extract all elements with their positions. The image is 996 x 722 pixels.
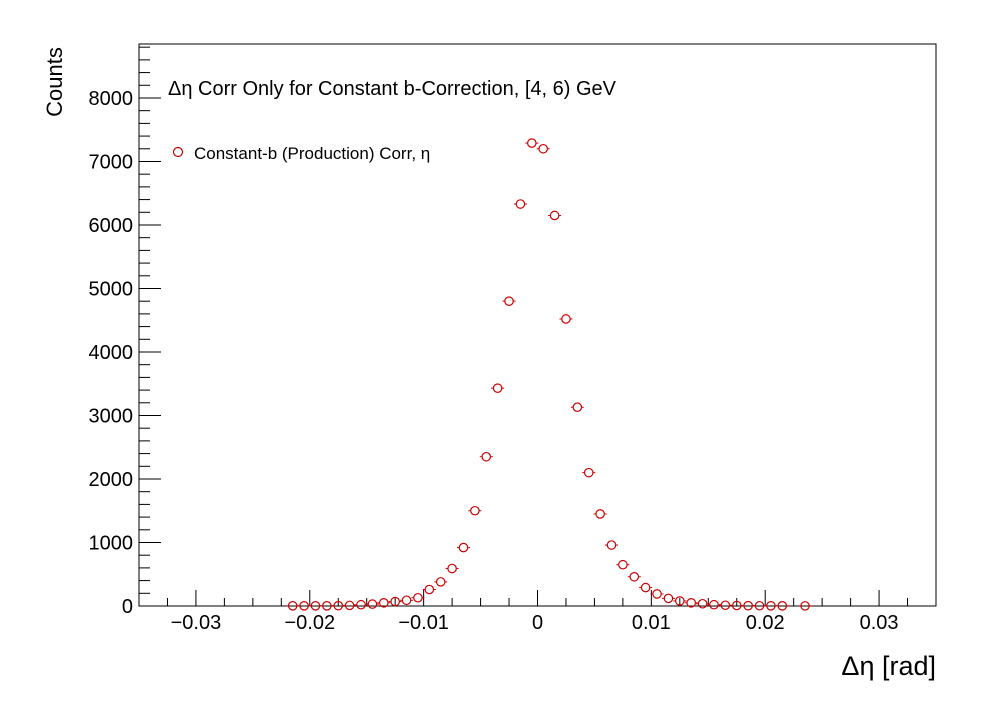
y-tick-label: 8000	[89, 88, 134, 110]
data-point	[605, 540, 619, 550]
data-point	[377, 598, 391, 608]
y-tick-label: 1000	[89, 532, 134, 554]
y-axis-ticks: 0 1000 2000 3000 4000 5000 6000 7000 8000	[89, 46, 161, 618]
y-tick-label: 3000	[89, 405, 134, 427]
legend-marker	[172, 146, 184, 158]
x-axis-ticks: −0.03 −0.02 −0.01 0 0.01 0.02 0.03	[138, 590, 937, 634]
data-point	[422, 584, 436, 595]
data-point	[445, 563, 459, 574]
data-point	[559, 314, 573, 324]
data-point	[513, 199, 527, 209]
data-point	[536, 143, 550, 154]
data-point	[343, 600, 357, 611]
data-point	[798, 601, 812, 611]
data-point	[479, 451, 493, 462]
chart-title: Δη Corr Only for Constant b-Correction, …	[168, 78, 617, 100]
data-point	[673, 596, 687, 606]
data-point	[718, 600, 732, 611]
data-series	[286, 138, 812, 611]
x-tick-label: 0.01	[632, 612, 671, 634]
data-point	[502, 296, 516, 306]
x-axis-title: Δη [rad]	[841, 651, 936, 681]
data-point	[570, 402, 584, 413]
data-point	[707, 599, 721, 610]
data-point	[684, 598, 698, 608]
data-point	[661, 593, 675, 604]
y-tick-label: 4000	[89, 342, 134, 364]
y-axis-title: Counts	[42, 47, 67, 117]
y-tick-label: 7000	[89, 151, 134, 173]
x-tick-label: −0.01	[398, 612, 449, 634]
x-tick-label: 0.03	[860, 612, 899, 634]
data-point	[411, 592, 425, 603]
data-point	[593, 509, 607, 519]
data-point	[388, 596, 402, 607]
y-tick-label: 2000	[89, 469, 134, 491]
data-point	[456, 542, 470, 553]
data-point	[582, 467, 596, 478]
x-tick-label: 0.02	[746, 612, 785, 634]
x-tick-label: 0	[532, 612, 543, 634]
data-point	[639, 582, 653, 593]
data-point	[434, 577, 448, 587]
data-point	[627, 571, 641, 582]
data-point	[548, 210, 562, 221]
data-point	[400, 595, 414, 606]
x-tick-label: −0.02	[284, 612, 335, 634]
y-tick-label: 0	[122, 596, 133, 618]
legend: Constant-b (Production) Corr, η	[172, 144, 430, 163]
data-point	[696, 598, 710, 609]
data-point	[525, 138, 539, 148]
data-point	[775, 601, 789, 611]
y-tick-label: 5000	[89, 278, 134, 300]
data-point	[354, 599, 368, 610]
data-point	[491, 383, 505, 393]
data-point	[468, 505, 482, 516]
legend-label: Constant-b (Production) Corr, η	[194, 144, 430, 163]
x-tick-label: −0.03	[171, 612, 222, 634]
plot-frame	[138, 43, 937, 607]
data-point	[616, 559, 630, 570]
y-tick-label: 6000	[89, 215, 134, 237]
data-point	[365, 599, 379, 609]
data-point	[650, 589, 664, 599]
